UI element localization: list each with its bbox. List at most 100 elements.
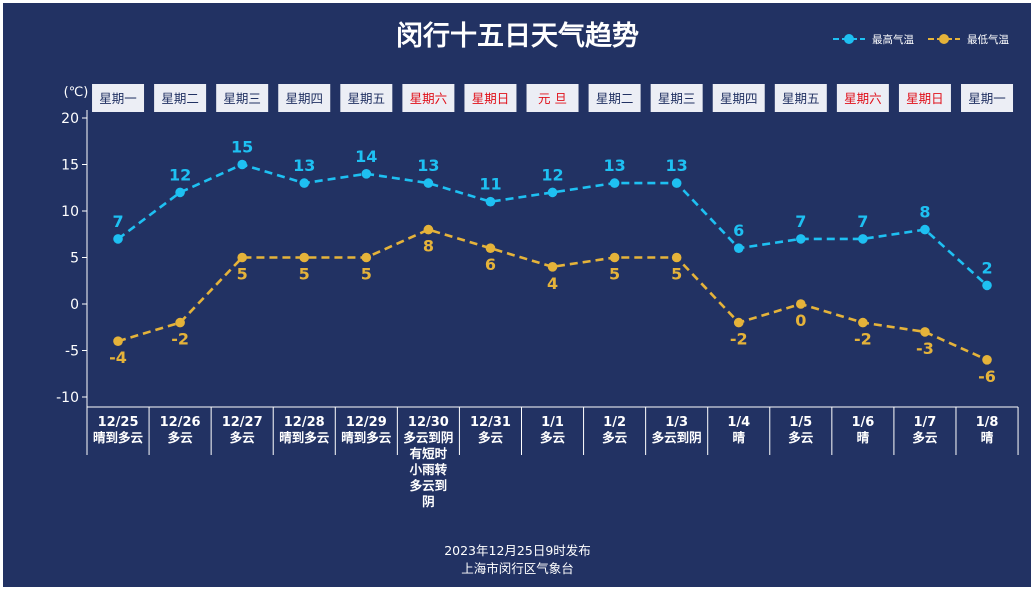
weather-label: 多云 [230, 430, 256, 445]
weekday-box [216, 84, 269, 112]
date-label: 1/7 [914, 415, 937, 430]
high-temp-point [299, 178, 310, 188]
high-temp-label: 7 [112, 212, 123, 231]
date-label: 12/25 [98, 415, 139, 430]
high-temp-label: 12 [169, 165, 191, 184]
low-temp-point [237, 252, 247, 263]
high-temp-label: 7 [795, 212, 806, 231]
weekday-label: 星期二 [596, 91, 634, 106]
low-temp-label: 5 [237, 265, 248, 284]
low-temp-label: -2 [730, 330, 748, 349]
low-temp-label: 5 [299, 265, 310, 284]
date-label: 12/30 [408, 415, 449, 430]
weather-label: 有短时 [410, 446, 448, 461]
low-temp-label: 5 [671, 265, 682, 284]
weekday-box [774, 84, 827, 112]
weekday-box [92, 84, 145, 112]
high-temp-line [117, 163, 988, 287]
weather-label: 晴 [981, 430, 994, 445]
weekday-label: 星期一 [968, 91, 1006, 106]
date-label: 12/26 [160, 415, 201, 430]
y-tick-label: 0 [70, 297, 79, 313]
weekday-box [898, 84, 951, 112]
low-temp-point [609, 252, 620, 263]
weather-label: 晴 [732, 430, 745, 445]
weekday-box [961, 84, 1014, 112]
y-tick-label: 15 [61, 158, 79, 174]
weather-label: 阴 [422, 494, 435, 509]
legend-high-label: 最高气温 [872, 33, 914, 46]
low-temp-point [175, 317, 185, 328]
low-temp-point [671, 252, 682, 263]
legend-low-marker [928, 34, 960, 44]
weekday-label: 星期日 [472, 91, 510, 106]
publish-time: 2023年12月25日9时发布 [444, 543, 591, 558]
weekday-box [154, 84, 207, 112]
high-temp-point [547, 187, 558, 198]
weather-label: 多云 [478, 430, 504, 445]
high-temp-point [733, 243, 744, 253]
low-temp-point [547, 262, 558, 272]
y-tick-label: 5 [70, 251, 79, 267]
weather-label: 多云 [602, 430, 628, 445]
high-temp-point [858, 234, 868, 244]
date-label: 12/29 [346, 415, 387, 430]
weather-label: 多云到 [410, 478, 448, 493]
high-temp-point [175, 187, 185, 198]
weekday-label: 星期二 [161, 91, 199, 106]
low-temp-label: 6 [485, 255, 496, 274]
weekday-box [650, 84, 703, 112]
legend-low-label: 最低气温 [967, 33, 1009, 46]
high-temp-point [920, 224, 930, 235]
weather-label: 晴到多云 [341, 430, 392, 445]
high-temp-label: 2 [981, 258, 992, 277]
high-temp-point [796, 234, 806, 244]
weather-label: 晴到多云 [93, 430, 144, 445]
date-label: 1/4 [727, 415, 750, 430]
weekday-label: 星期五 [348, 91, 386, 106]
date-label: 12/28 [284, 415, 325, 430]
weather-label: 多云到阴 [403, 430, 453, 445]
low-temp-point [920, 327, 930, 337]
weekday-label: 星期三 [223, 91, 261, 106]
weather-label: 小雨转 [409, 462, 448, 477]
low-temp-label: 5 [361, 265, 372, 284]
legend-high: 最高气温 [832, 31, 914, 47]
low-temp-label: -3 [916, 339, 934, 358]
legend-high-marker [833, 34, 865, 44]
low-temp-point [299, 252, 310, 263]
low-temp-point [485, 243, 496, 253]
low-temp-point [423, 224, 434, 235]
y-tick-label: 20 [61, 111, 79, 127]
footer: 2023年12月25日9时发布 上海市闵行区气象台 [0, 542, 1035, 578]
high-temp-point [237, 159, 247, 170]
high-temp-label: 13 [293, 156, 315, 175]
date-label: 12/31 [470, 415, 511, 430]
date-label: 1/2 [603, 415, 626, 430]
low-temp-label: -2 [854, 330, 872, 349]
weekday-label: 星期日 [906, 91, 944, 106]
publisher: 上海市闵行区气象台 [461, 561, 574, 576]
low-temp-point [858, 317, 868, 328]
high-temp-label: 12 [541, 165, 563, 184]
y-tick-label: 10 [61, 204, 79, 220]
low-temp-point [113, 336, 123, 347]
weekday-label: 元 旦 [538, 91, 567, 106]
weekday-box [340, 84, 393, 112]
date-label: 1/3 [665, 415, 688, 430]
weekday-label: 星期三 [658, 91, 696, 106]
high-temp-point [982, 280, 992, 291]
weather-label: 多云 [788, 430, 814, 445]
high-temp-point [113, 234, 123, 244]
low-temp-point [796, 299, 806, 309]
weekday-label: 星期六 [410, 91, 448, 106]
weekday-box [836, 84, 889, 112]
weather-label: 多云 [168, 430, 194, 445]
date-label: 1/5 [789, 415, 812, 430]
low-temp-label: 8 [423, 237, 434, 256]
low-temp-label: -6 [978, 367, 996, 386]
low-temp-point [361, 252, 372, 263]
date-label: 1/1 [541, 415, 564, 430]
high-temp-label: 15 [231, 138, 253, 157]
weekday-box [402, 84, 455, 112]
